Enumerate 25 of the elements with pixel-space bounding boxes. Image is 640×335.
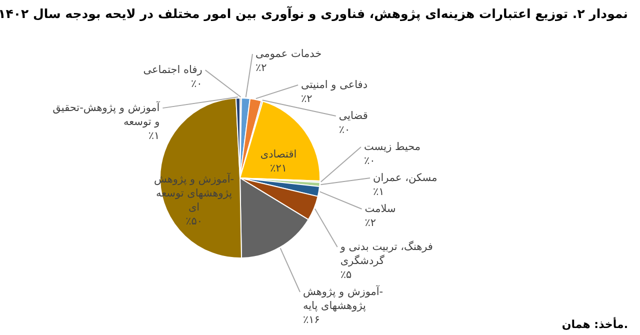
data-label: ٪۵ [340, 269, 352, 281]
slice-label: دفاعی و امنیتی [301, 79, 368, 91]
chart-title: نمودار ۲. توزیع اعتبارات هزینه‌ای پژوهش، فناوری و نوآوری بین امور مختلف در لایحه بودجه سال ۱۴۰۲ [0, 6, 628, 22]
slice-label: فرهنگ، تربیت بدنی و گردشگری [339, 240, 433, 267]
slice-label: آموزش و پژوهش-تحقیق و توسعه [52, 101, 161, 128]
slice-label: سلامت [364, 203, 396, 215]
data-label: ٪۰ [364, 155, 376, 167]
slice-label: اقتصادی [260, 148, 297, 161]
slice-label: مسکن، عمران [372, 172, 438, 184]
slice-label: رفاه اجتماعی [143, 64, 202, 76]
data-label: ٪۲ [255, 62, 268, 74]
data-label: ٪۲ [301, 93, 313, 105]
slice-label: قضایی [338, 110, 368, 122]
slice-label: آموزش و پژوهش-پژوهشهای پایه [303, 285, 384, 312]
text: مأخذ: همان. [562, 317, 628, 331]
slice-label: محیط زیست [364, 141, 421, 153]
data-label: ٪۲۱ [270, 162, 287, 175]
data-label: ٪۰ [338, 124, 350, 136]
data-label: ٪۵۰ [186, 215, 202, 228]
data-label: ٪۱ [148, 130, 160, 142]
data-label: ٪۱ [372, 186, 384, 198]
data-label: ٪۱۶ [303, 314, 320, 326]
data-label: ٪۰ [191, 78, 202, 90]
data-label: ٪۲ [364, 217, 376, 229]
slice-label: خدمات عمومی [255, 48, 322, 60]
